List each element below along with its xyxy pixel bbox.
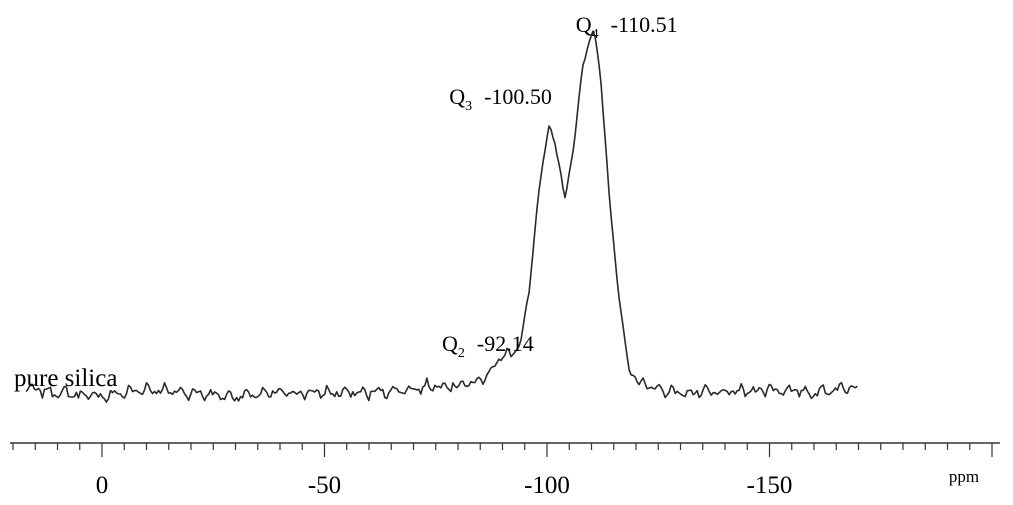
peak-annotation: Q2 -92.14 [442,331,534,361]
series-label: pure silica [14,365,117,392]
x-axis: 0 -50 -100 -150 ppm [10,442,1000,499]
x-unit-label: ppm [949,467,979,486]
peak-annotation: Q4 -110.51 [576,12,678,42]
series-line-pure-silica [25,30,858,403]
x-tick-label: 0 [96,472,109,499]
x-tick-label: -150 [747,472,793,499]
peak-annotation: Q3 -100.50 [449,84,552,114]
peak-annotations: Q2 -92.14 Q3 -100.50 Q4 -110.51 [442,12,678,361]
x-tick-label: -100 [524,472,570,499]
x-tick-label: -50 [308,472,341,499]
